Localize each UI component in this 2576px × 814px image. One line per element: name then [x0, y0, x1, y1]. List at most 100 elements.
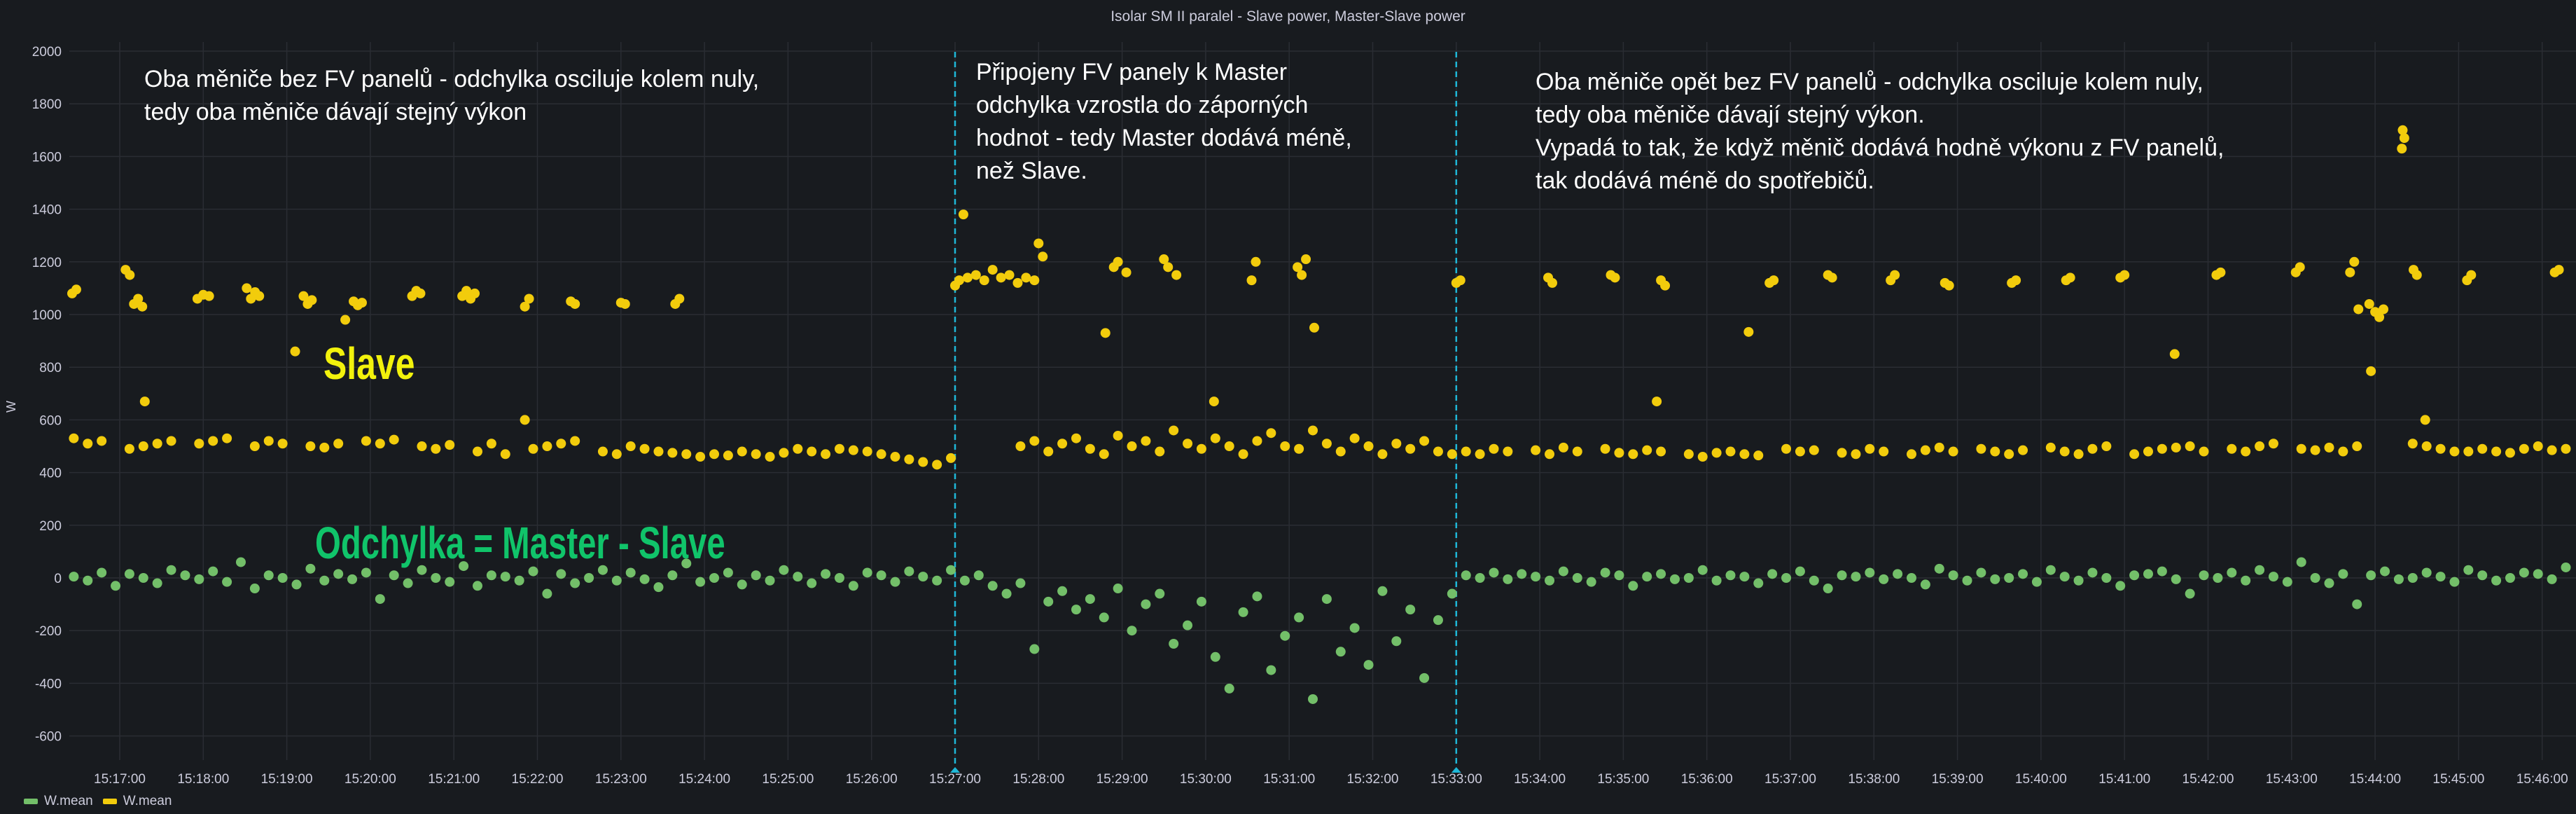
data-point — [1238, 449, 1248, 460]
data-point — [2324, 442, 2334, 453]
legend-item-difference[interactable]: W.mean — [24, 794, 93, 809]
data-point — [611, 575, 622, 586]
data-point — [1169, 425, 1179, 436]
difference-series-label: Odchylka = Master - Slave — [315, 518, 725, 568]
data-point — [904, 566, 914, 577]
data-point — [2561, 443, 2571, 454]
note-line: Připojeny FV panely k Master — [976, 59, 1288, 85]
data-point — [277, 573, 288, 583]
data-point — [375, 594, 385, 605]
data-point — [751, 449, 761, 460]
data-point — [124, 569, 134, 579]
data-point — [180, 570, 190, 581]
x-tick-label: 15:38:00 — [1848, 772, 1900, 787]
data-point — [1015, 578, 1026, 588]
data-point — [291, 579, 302, 590]
data-point — [2059, 446, 2070, 457]
data-point — [1628, 581, 1638, 591]
data-point — [681, 449, 692, 460]
data-point — [1405, 605, 1416, 615]
data-point — [1447, 449, 1457, 460]
data-point — [2364, 298, 2374, 309]
data-point — [138, 573, 148, 583]
data-point — [1196, 596, 1206, 607]
data-point — [1335, 446, 1346, 457]
data-point — [417, 441, 427, 451]
data-point — [1266, 665, 1276, 675]
data-point — [1377, 449, 1388, 460]
data-point — [1099, 612, 1109, 623]
x-axis: 15:17:00 15:18:00 15:19:00 15:20:00 15:21:00… — [94, 772, 2568, 787]
data-point — [1781, 443, 1792, 454]
data-point — [307, 295, 317, 305]
legend-item-slave[interactable]: W.mean — [102, 794, 172, 809]
data-point — [1043, 596, 1054, 607]
data-point — [417, 565, 427, 575]
data-point — [1851, 572, 1861, 582]
data-point — [959, 575, 970, 586]
data-point — [208, 566, 218, 577]
data-points — [67, 125, 2571, 704]
data-point — [235, 557, 246, 567]
x-tick-label: 15:19:00 — [261, 772, 313, 787]
data-point — [2011, 275, 2021, 286]
data-point — [1767, 569, 1778, 579]
data-point — [807, 578, 817, 588]
data-point — [1795, 566, 1805, 577]
data-point — [319, 575, 330, 586]
data-point — [1725, 446, 1736, 457]
data-point — [2421, 567, 2432, 578]
data-point — [2185, 588, 2195, 599]
data-point — [2018, 445, 2028, 455]
data-point — [709, 573, 720, 583]
data-point — [570, 298, 580, 309]
data-point — [1057, 586, 1068, 596]
x-tick-label: 15:23:00 — [595, 772, 647, 787]
annotation-marker-icon — [950, 767, 960, 773]
data-point — [2463, 446, 2474, 457]
data-point — [1610, 273, 1620, 283]
data-point — [821, 449, 831, 460]
y-tick-label: 800 — [39, 361, 62, 375]
data-point — [597, 446, 608, 457]
x-tick-label: 15:40:00 — [2015, 772, 2067, 787]
data-point — [2101, 573, 2112, 583]
data-point — [970, 270, 981, 280]
data-point — [848, 445, 858, 455]
legend-label: W.mean — [123, 794, 172, 808]
data-point — [389, 434, 399, 445]
data-point — [1029, 644, 1040, 654]
data-point — [1141, 436, 1151, 446]
x-tick-label: 15:18:00 — [177, 772, 229, 787]
data-point — [2466, 270, 2477, 280]
data-point — [611, 449, 622, 460]
data-point — [1455, 275, 1465, 286]
data-point — [1335, 647, 1346, 657]
data-point — [1015, 441, 1026, 451]
data-point — [2399, 133, 2409, 144]
data-point — [779, 565, 789, 575]
data-point — [2491, 575, 2502, 586]
data-point — [1586, 577, 1596, 587]
data-point — [2227, 567, 2237, 578]
data-point — [1252, 591, 1262, 602]
y-tick-label: 1600 — [32, 150, 62, 165]
data-point — [514, 575, 524, 586]
data-point — [987, 265, 998, 275]
data-point — [470, 288, 480, 298]
annotation-note-after: Oba měniče opět bez FV panelů - odchylka… — [1536, 66, 2224, 198]
data-point — [1697, 565, 1708, 575]
y-tick-label: 200 — [39, 519, 62, 534]
y-tick-label: 1400 — [32, 203, 62, 218]
data-point — [1976, 443, 1986, 454]
data-point — [2199, 570, 2209, 581]
data-point — [932, 460, 942, 470]
data-point — [1224, 441, 1234, 451]
data-point — [1600, 443, 1610, 454]
data-point — [2199, 446, 2209, 457]
data-point — [2018, 569, 2028, 579]
data-point — [1294, 612, 1304, 623]
data-point — [2282, 577, 2292, 587]
series-slave — [67, 125, 2571, 470]
